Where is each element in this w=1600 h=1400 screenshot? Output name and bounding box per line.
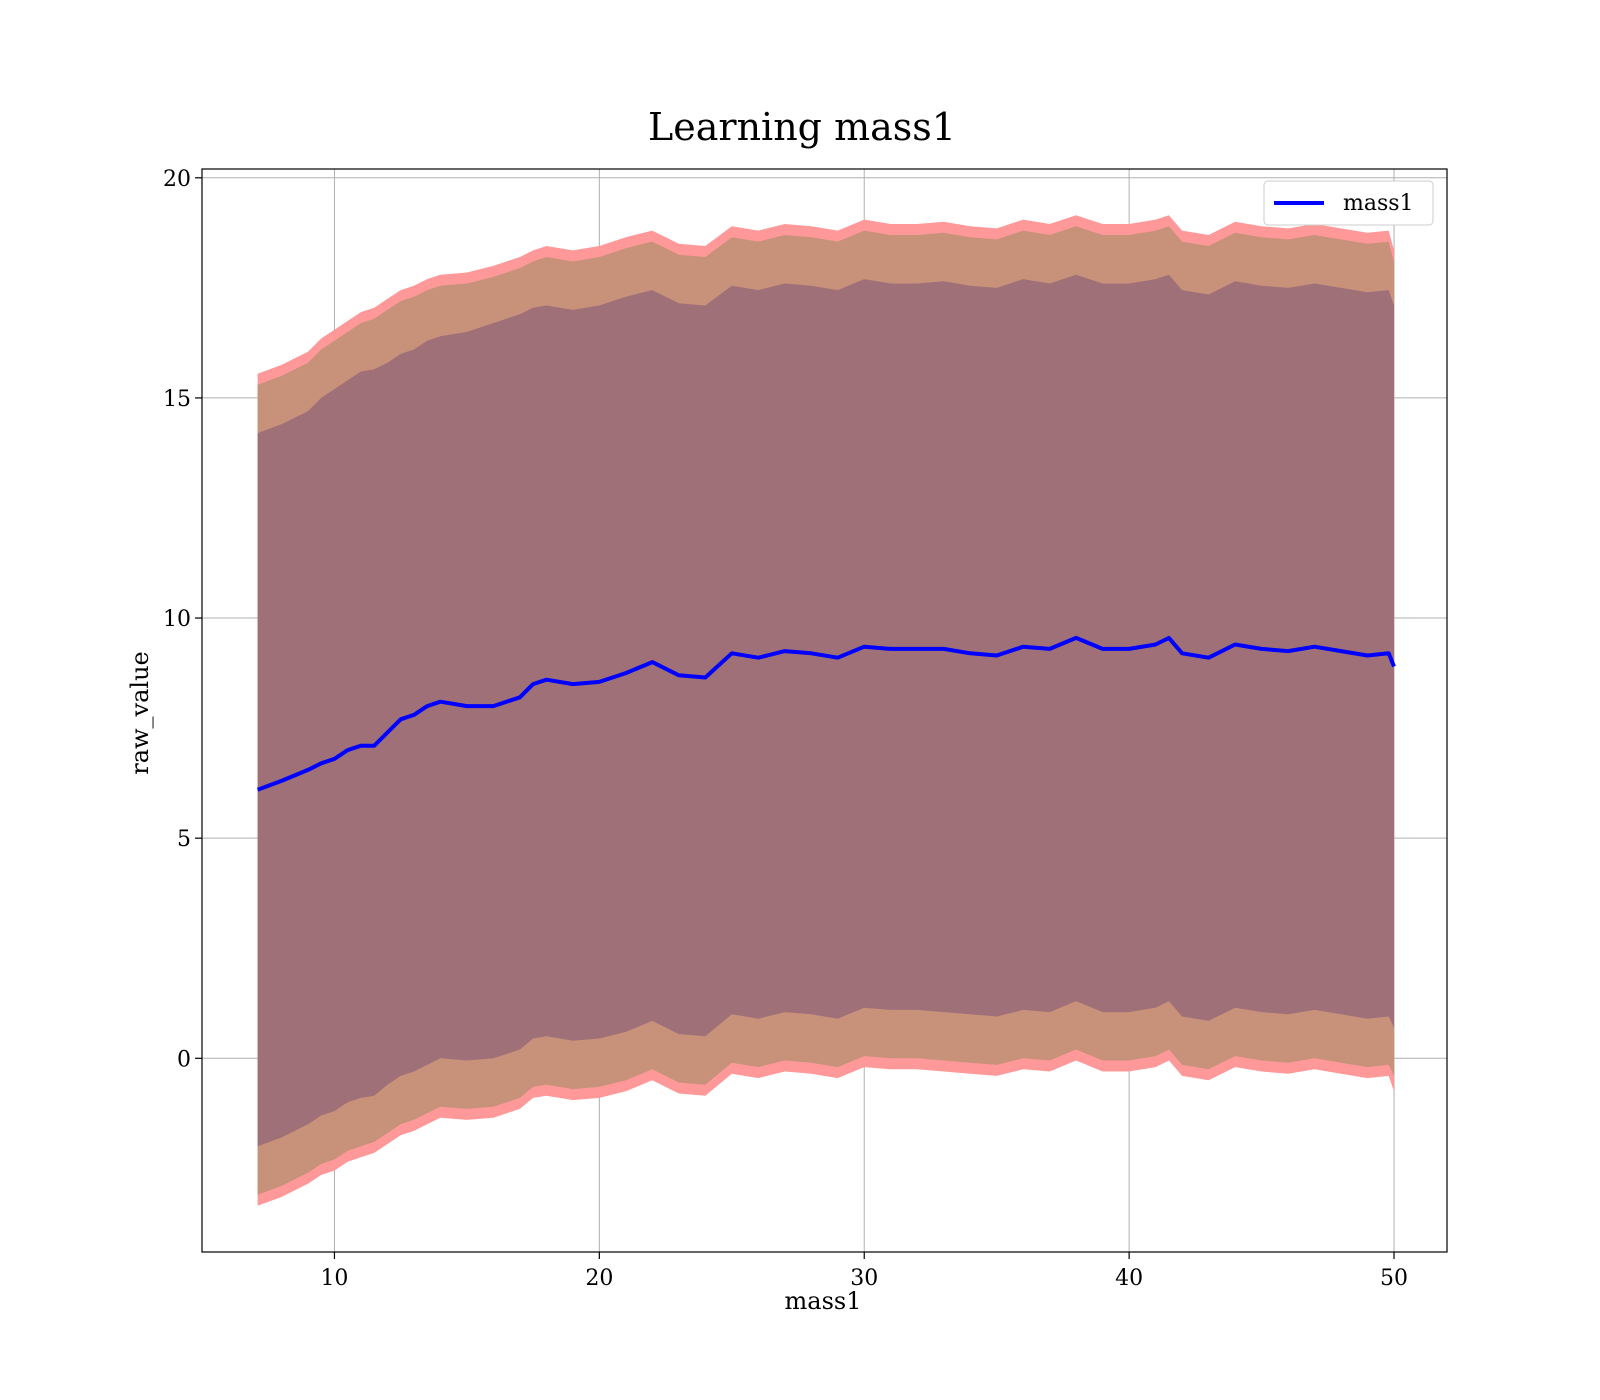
x-tick-label: 10	[320, 1266, 348, 1291]
chart-title: Learning mass1	[648, 105, 956, 149]
legend-box	[1263, 180, 1434, 226]
legend: mass1	[1263, 180, 1434, 226]
x-tick-label: 20	[585, 1266, 613, 1291]
y-tick-label: 0	[177, 1047, 191, 1072]
y-tick-label: 15	[163, 387, 191, 412]
y-axis-label: raw_value	[126, 651, 154, 775]
plot-area: 10 20 30 40 50 0 5 10 15 20	[163, 167, 1448, 1291]
y-tick-label: 5	[177, 827, 191, 852]
inner-band	[257, 274, 1395, 1147]
x-tick-label: 30	[850, 1266, 878, 1291]
series-line-mass1	[256, 635, 1396, 792]
x-axis-label: mass1	[785, 1287, 862, 1315]
y-tick-label: 10	[163, 607, 191, 632]
axes-frame	[201, 168, 1448, 1253]
y-tick-label: 20	[163, 167, 191, 192]
legend-label-mass1: mass1	[1343, 191, 1414, 216]
x-tick-label: 50	[1380, 1266, 1408, 1291]
x-tick-label: 40	[1115, 1266, 1143, 1291]
